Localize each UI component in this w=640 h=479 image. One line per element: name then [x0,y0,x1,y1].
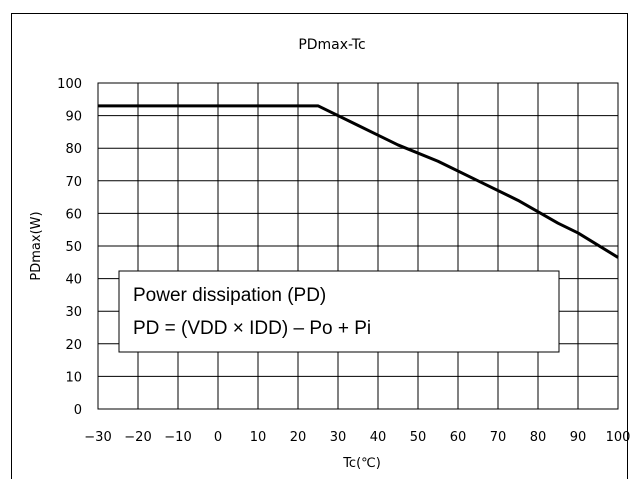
grid [97,82,619,410]
x-tick-label: 50 [410,430,427,445]
x-tick-label: 20 [290,430,307,445]
x-tick-labels: −30 −20 −10 0 10 20 30 40 50 60 70 80 90 100 [84,430,630,445]
y-tick-label: 60 [65,207,82,222]
x-tick-label: 0 [214,430,222,445]
y-tick-label: 50 [65,240,82,255]
x-tick-label: 30 [330,430,347,445]
y-tick-label: 10 [65,370,82,385]
x-tick-label: 40 [370,430,387,445]
x-tick-label: −30 [84,430,111,445]
series-layer [98,104,619,259]
x-tick-label: 90 [570,430,587,445]
x-axis-label: Tc(℃) [342,456,381,471]
x-tick-label: 70 [490,430,507,445]
y-tick-label: 70 [65,175,82,190]
pdmax-series-line [98,104,619,259]
x-tick-label: −20 [124,430,151,445]
y-tick-label: 0 [74,403,82,418]
annotation-box-border [118,270,560,353]
annotation-box: Power dissipation (PD) PD = (VDD × IDD) … [118,270,560,353]
annotation-line-2: PD = (VDD × IDD) – Po + Pi [133,318,371,339]
plot-area-border [97,82,619,410]
y-tick-label: 100 [57,77,82,92]
x-tick-label: 60 [450,430,467,445]
x-tick-label: 10 [250,430,267,445]
y-axis-label: PDmax(W) [29,211,44,280]
x-tick-label: −10 [164,430,191,445]
x-tick-label: 100 [606,430,631,445]
y-tick-labels: 0 10 20 30 40 50 60 70 80 90 100 [57,77,82,418]
x-tick-label: 80 [530,430,547,445]
y-tick-label: 90 [65,110,82,125]
y-tick-label: 30 [65,305,82,320]
annotation-line-1: Power dissipation (PD) [133,285,326,306]
y-tick-label: 80 [65,142,82,157]
y-tick-label: 20 [65,338,82,353]
y-tick-label: 40 [65,273,82,288]
chart-title: PDmax-Tc [298,37,365,53]
